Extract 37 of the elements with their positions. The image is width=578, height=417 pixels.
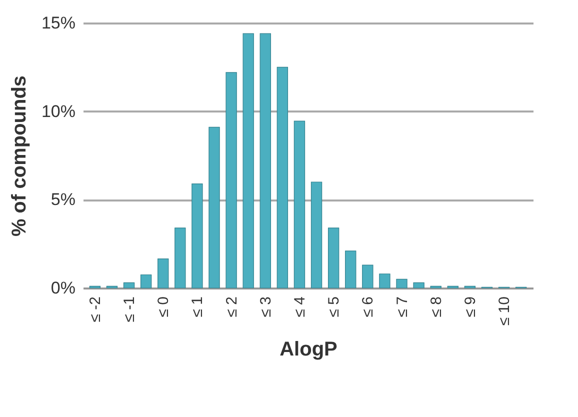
bar xyxy=(242,33,254,288)
bar xyxy=(362,264,374,288)
y-tick-label: 5% xyxy=(50,190,76,210)
x-tick-label: ≤ 10 xyxy=(496,296,514,326)
x-tick-label: ≤ 6 xyxy=(360,296,377,318)
bar xyxy=(276,66,288,288)
x-tick-label: ≤ 2 xyxy=(223,296,240,318)
bar xyxy=(260,33,271,288)
x-tick-label: ≤ 4 xyxy=(291,296,308,318)
bar xyxy=(345,250,356,288)
bar xyxy=(328,228,340,288)
y-tick-label: 10% xyxy=(41,102,76,121)
x-tick-label: ≤ -2 xyxy=(86,296,104,322)
x-tick-label: ≤ 9 xyxy=(462,296,479,318)
x-tick-label: ≤ 0 xyxy=(155,296,172,318)
bar xyxy=(174,228,186,288)
bar xyxy=(208,126,220,288)
x-axis-title: AlogP xyxy=(280,338,338,361)
x-tick-label: ≤ 3 xyxy=(257,296,274,318)
y-axis-title: % of compounds xyxy=(8,75,30,237)
x-tick-label: ≤ 8 xyxy=(428,296,445,318)
bar xyxy=(294,120,306,288)
x-tick-label: ≤ -1 xyxy=(121,296,138,322)
bar xyxy=(226,72,237,288)
x-tick-label: ≤ 1 xyxy=(189,296,206,318)
bar xyxy=(310,182,322,288)
bar xyxy=(192,183,203,288)
bar xyxy=(140,274,152,288)
bar xyxy=(158,258,169,288)
bar xyxy=(413,282,424,288)
bar xyxy=(379,274,390,288)
x-tick-label: ≤ 5 xyxy=(326,296,343,318)
x-tick-label: ≤ 7 xyxy=(394,296,411,318)
bar xyxy=(396,278,408,288)
y-tick-label: 0% xyxy=(50,278,76,298)
y-tick-label: 15% xyxy=(41,14,76,32)
bar xyxy=(123,282,135,288)
